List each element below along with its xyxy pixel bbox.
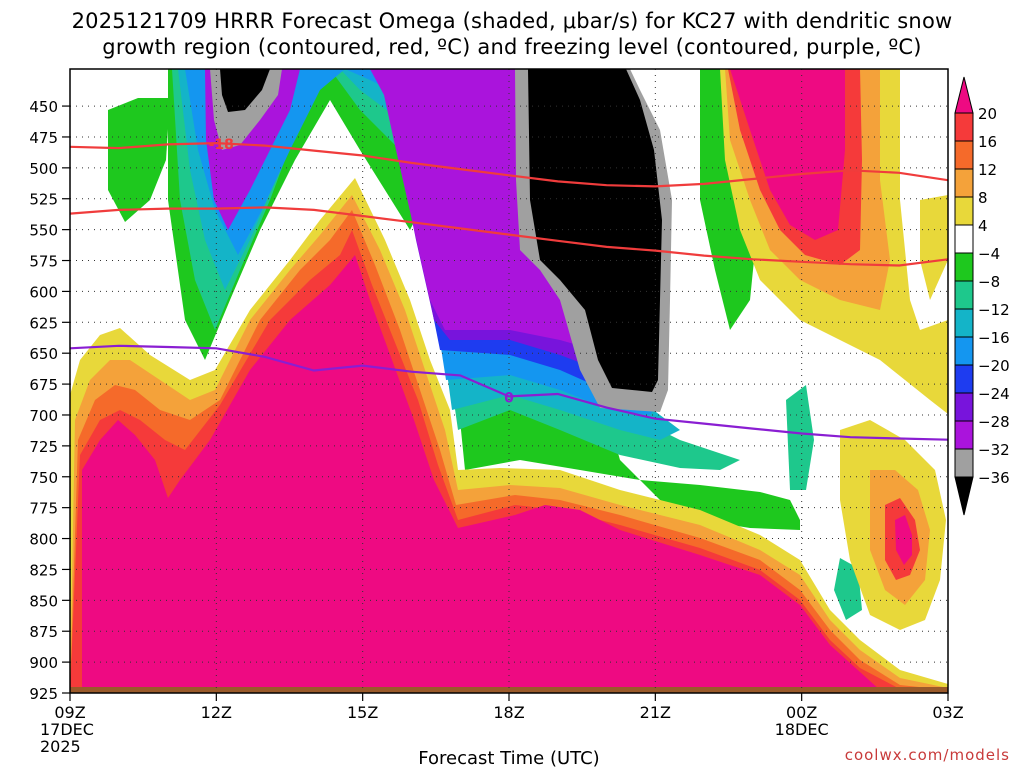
ascent-black-left-region	[220, 69, 270, 112]
colorbar-swatch	[954, 224, 974, 254]
y-tick-label: 500	[29, 160, 58, 178]
colorbar-swatch	[954, 420, 974, 450]
contour-lines	[70, 141, 948, 441]
colorbar-swatch	[954, 112, 974, 142]
y-tick-label: 750	[29, 469, 58, 487]
colorbar-swatch	[954, 252, 974, 282]
colorbar-label: −8	[978, 273, 1000, 291]
x-tick-label: 12Z	[201, 703, 232, 722]
omega-shading	[70, 69, 948, 693]
y-tick-label: 850	[29, 592, 58, 610]
y-axis: 450 475 500 525 550 575 600 625 650 675 700 725 750 7…	[29, 98, 70, 703]
colorbar-arrow-top	[954, 76, 974, 114]
ascent-green-left-region	[108, 98, 170, 222]
colorbar-label: 20	[978, 105, 997, 123]
colorbar-label: −36	[978, 469, 1010, 487]
y-tick-label: 725	[29, 438, 58, 456]
colorbar-swatch	[954, 448, 974, 478]
y-tick-label: 675	[29, 376, 58, 394]
descent-magenta-region	[82, 255, 880, 693]
contour-line	[70, 141, 948, 188]
colorbar-arrow-bottom	[954, 476, 974, 516]
x-tick-label: 18Z	[493, 703, 524, 722]
colorbar-label: −4	[978, 245, 1000, 263]
x-tick-label: 03Z	[932, 703, 963, 722]
y-tick-label: 900	[29, 654, 58, 672]
colorbar-swatch	[954, 308, 974, 338]
x-tick-label: 00Z	[786, 703, 817, 722]
x-tick-label: 18DEC	[775, 720, 829, 739]
y-tick-label: 875	[29, 623, 58, 641]
colorbar-swatch	[954, 140, 974, 170]
colorbar-label: 4	[978, 217, 988, 235]
colorbar-label: −16	[978, 329, 1010, 347]
y-tick-label: 775	[29, 500, 58, 518]
y-tick-label: 800	[29, 531, 58, 549]
ascent-black-center-region	[528, 69, 662, 392]
colorbar-swatch	[954, 196, 974, 226]
colorbar-label: 16	[978, 133, 997, 151]
y-tick-label: 475	[29, 129, 58, 147]
colorbar-label: −32	[978, 441, 1010, 459]
y-tick-label: 575	[29, 253, 58, 271]
contour-line	[70, 344, 948, 441]
freezing-contour-label: 0	[504, 390, 514, 406]
y-tick-label: 825	[29, 561, 58, 579]
chart-title-line-2: growth region (contoured, red, ºC) and f…	[102, 35, 922, 59]
y-tick-label: 925	[29, 685, 58, 703]
descent-right-magenta-region	[895, 515, 912, 565]
y-tick-label: 525	[29, 191, 58, 209]
ascent-teal-right-region	[786, 385, 814, 490]
colorbar-label: 12	[978, 161, 997, 179]
colorbar-label: −12	[978, 301, 1010, 319]
gridlines	[70, 69, 948, 693]
colorbar: 20 16 12 8 4 −4 −8 −12 −16 −20 −24 −28 −32 −36	[954, 76, 1010, 516]
descent-far-right-yellow-region	[920, 195, 948, 300]
contour-line	[70, 206, 948, 267]
colorbar-swatch	[954, 336, 974, 366]
colorbar-label: −24	[978, 385, 1010, 403]
y-tick-label: 650	[29, 345, 58, 363]
descent-upper-right-magenta-region	[730, 69, 845, 240]
colorbar-label: 8	[978, 189, 988, 207]
y-tick-label: 450	[29, 98, 58, 116]
y-tick-label: 550	[29, 222, 58, 240]
colorbar-swatch	[954, 168, 974, 198]
x-tick-label: 17DEC	[40, 720, 94, 739]
y-tick-label: 625	[29, 314, 58, 332]
colorbar-label: −20	[978, 357, 1010, 375]
contour-labels: -18 0	[209, 137, 515, 406]
dgz-contour-label: -18	[209, 137, 234, 153]
ground-strip	[70, 687, 948, 693]
x-tick-label: 21Z	[640, 703, 671, 722]
x-axis-label: Forecast Time (UTC)	[418, 748, 599, 768]
colorbar-swatch	[954, 392, 974, 422]
colorbar-swatch	[954, 280, 974, 310]
colorbar-swatch	[954, 364, 974, 394]
y-tick-label: 700	[29, 407, 58, 425]
credit-text: coolwx.com/models	[845, 746, 1010, 764]
chart-title-line-1: 2025121709 HRRR Forecast Omega (shaded, …	[71, 9, 953, 33]
x-tick-label: 15Z	[347, 703, 378, 722]
x-tick-label: 2025	[40, 737, 81, 756]
colorbar-label: −28	[978, 413, 1010, 431]
x-tick-label: 09Z	[54, 703, 85, 722]
y-tick-label: 600	[29, 283, 58, 301]
